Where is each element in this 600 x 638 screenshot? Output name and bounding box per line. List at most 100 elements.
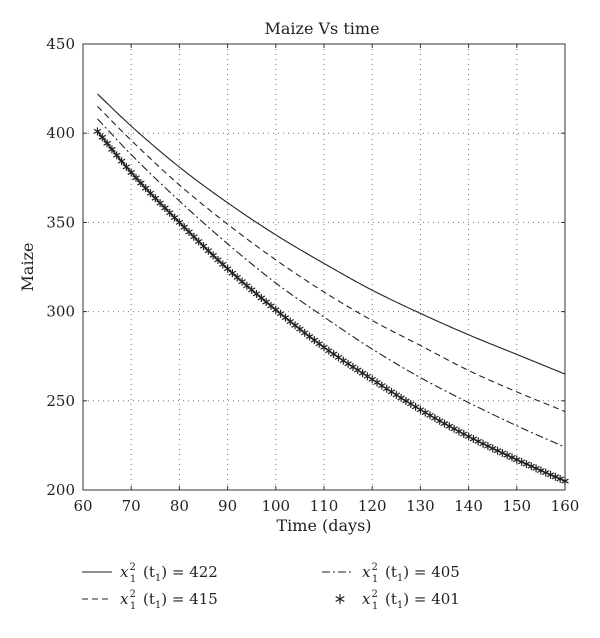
series-point: [537, 466, 545, 475]
series-point: [267, 301, 275, 310]
series-point: [228, 269, 237, 278]
x-tick-label: 80: [170, 497, 189, 515]
series-point: [392, 390, 401, 399]
series-point: [103, 139, 111, 148]
series-point: [344, 359, 352, 368]
series-point: [238, 277, 246, 286]
series-line-1: [97, 93, 566, 375]
series-point: [127, 168, 135, 177]
legend-label: x2 1 (t1) = 405: [362, 562, 460, 585]
series-point: [334, 353, 343, 362]
series-point: [368, 375, 376, 384]
series-point: [286, 317, 295, 326]
y-axis-label: Maize: [18, 243, 37, 292]
series-point: [98, 133, 107, 142]
series-point: [122, 162, 131, 171]
series-point: [493, 446, 502, 455]
series-point: [112, 151, 121, 160]
x-tick-label: 100: [261, 497, 290, 515]
series-point: [185, 227, 193, 236]
series-point: [175, 218, 184, 227]
series-line-4: [96, 130, 566, 482]
series-point: [363, 372, 372, 381]
x-tick-label: 60: [73, 497, 92, 515]
series-point: [469, 434, 478, 443]
series-point: [190, 232, 198, 241]
legend: x2 1 (t1) = 422 x2 1 (t1) = 415 x2 1 (t1) = 4…: [82, 562, 460, 612]
y-tick-label: 300: [46, 303, 75, 321]
series-line-3: [97, 118, 566, 448]
series-point: [272, 305, 280, 314]
series-point: [243, 281, 251, 290]
series-point: [527, 462, 536, 471]
axis-ticks: 60 70 80 90 100 110 120 130 140 150 160 200 250 300 35…: [46, 35, 579, 515]
series-point: [353, 366, 362, 375]
series-point: [503, 451, 511, 460]
series-point: [161, 203, 169, 212]
y-tick-label: 450: [46, 35, 75, 53]
legend-item-1: x2 1 (t1) = 422: [82, 562, 218, 585]
series-point: [305, 332, 314, 341]
series-point: [484, 442, 492, 451]
series-point: [262, 297, 270, 306]
x-axis-label: Time (days): [276, 516, 371, 535]
series-point: [416, 405, 425, 414]
x-tick-label: 90: [218, 497, 237, 515]
series-point: [300, 328, 309, 337]
series-4-markers: [93, 127, 569, 486]
series-point: [329, 350, 338, 359]
series-point: [387, 387, 396, 396]
series-point: [276, 309, 285, 318]
series-point: [508, 453, 516, 462]
series-point: [546, 470, 555, 479]
series-point: [141, 184, 150, 193]
series-point: [556, 474, 564, 483]
series-point: [146, 189, 155, 198]
legend-item-4: x2 1 (t1) = 401: [335, 589, 460, 612]
series-point: [137, 179, 145, 188]
x-tick-label: 70: [122, 497, 141, 515]
series-point: [199, 242, 208, 251]
series-point: [445, 422, 454, 431]
series-lines: [93, 93, 569, 486]
series-point: [479, 439, 487, 448]
series-point: [349, 362, 357, 371]
series-point: [170, 213, 179, 222]
series-point: [180, 223, 188, 232]
series-point: [194, 237, 203, 246]
legend-label: x2 1 (t1) = 401: [362, 589, 460, 612]
series-point: [325, 346, 333, 355]
series-point: [532, 464, 540, 473]
series-point: [151, 194, 160, 203]
series-point: [498, 448, 507, 457]
series-point: [310, 336, 319, 345]
series-point: [247, 285, 256, 294]
legend-item-2: x2 1 (t1) = 415: [82, 589, 218, 612]
series-point: [257, 293, 266, 302]
series-point: [488, 444, 497, 453]
series-point: [233, 273, 242, 282]
series-point: [339, 356, 348, 365]
x-tick-label: 110: [310, 497, 339, 515]
series-point: [93, 127, 102, 136]
series-point: [450, 424, 458, 433]
legend-label: x2 1 (t1) = 422: [120, 562, 218, 585]
series-point: [315, 339, 323, 348]
x-tick-label: 120: [358, 497, 387, 515]
series-point: [460, 429, 468, 438]
series-point: [358, 369, 367, 378]
series-point: [219, 260, 227, 269]
series-point: [382, 384, 391, 393]
plot-frame: [82, 43, 566, 491]
series-point: [440, 419, 449, 428]
legend-item-3: x2 1 (t1) = 405: [322, 562, 460, 585]
series-point: [426, 411, 434, 420]
series-point: [204, 246, 213, 255]
series-point: [517, 457, 526, 466]
series-point: [551, 472, 560, 481]
series-point: [209, 251, 217, 260]
series-point: [223, 264, 232, 273]
series-point: [214, 255, 222, 264]
series-point: [108, 145, 116, 154]
